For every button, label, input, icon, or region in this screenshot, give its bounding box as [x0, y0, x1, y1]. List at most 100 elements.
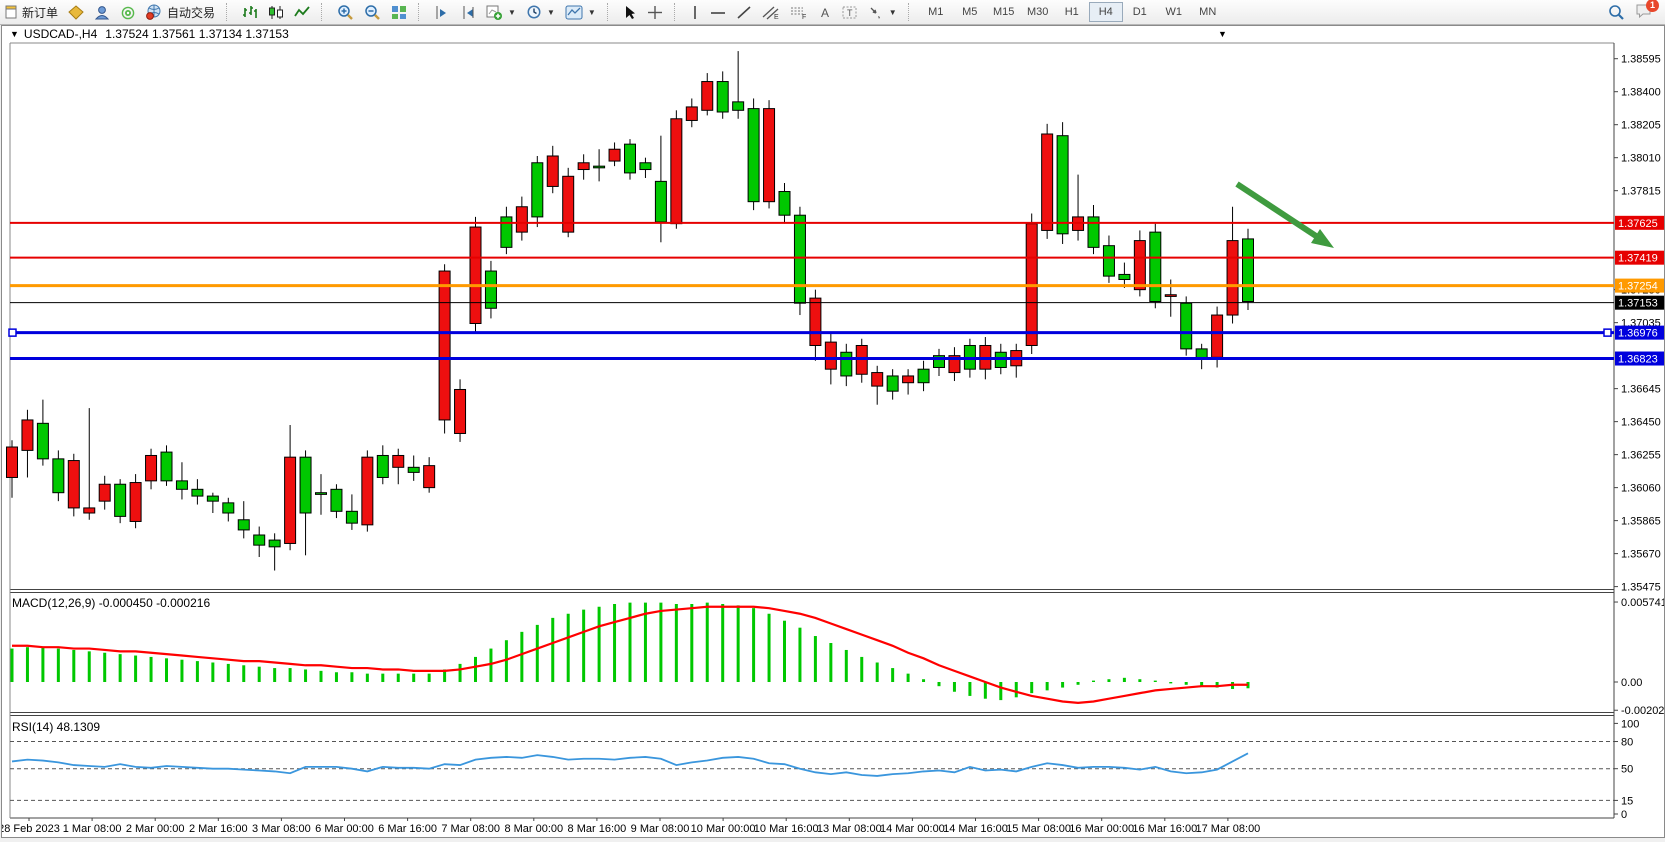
tile-windows-icon	[392, 5, 407, 19]
candle-body-up	[654, 180, 667, 223]
text-tool[interactable]: A	[813, 2, 837, 22]
candle-body-down	[145, 454, 158, 482]
time-axis-label: 9 Mar 08:00	[631, 823, 690, 835]
profile-button[interactable]	[89, 2, 115, 22]
label-t-icon: T	[842, 6, 857, 18]
channel-tool[interactable]: E	[757, 2, 785, 22]
price-tick-label: 1.38400	[1621, 87, 1661, 99]
favorites-button[interactable]	[63, 2, 89, 22]
arrange-chart2-button[interactable]	[455, 2, 481, 22]
macd-tick-label: 0.00	[1621, 677, 1642, 689]
trend-arrow-shaft[interactable]	[1235, 181, 1318, 239]
cursor-tool-button[interactable]	[618, 2, 642, 22]
candle-body-up	[268, 539, 281, 548]
candlestick-chart-button[interactable]	[263, 2, 289, 22]
bar-chart-button[interactable]	[237, 2, 263, 22]
chart-menu-arrow-icon[interactable]: ▼	[1218, 29, 1227, 39]
rsi-tick-label: 0	[1621, 809, 1627, 821]
timeframe-button-m15[interactable]: M15	[993, 6, 1015, 18]
zoom-out-button[interactable]	[359, 2, 386, 22]
hline-handle-right[interactable]	[1603, 328, 1612, 337]
profile-person-icon	[94, 5, 110, 19]
zoom-in-button[interactable]	[332, 2, 359, 22]
price-line-box	[1615, 278, 1664, 293]
price-tick-label: 1.36060	[1621, 483, 1661, 495]
shapes-tool[interactable]: ▼	[863, 2, 902, 22]
collapse-triangle-icon[interactable]: ▼	[10, 29, 19, 39]
price-line-box	[1615, 215, 1664, 230]
chevron-down-icon: ▼	[546, 7, 555, 17]
price-tick-label: 1.35865	[1621, 516, 1661, 528]
arrange-chart-button[interactable]	[429, 2, 455, 22]
toolbar-separator	[226, 3, 234, 21]
time-axis-label: 15 Mar 08:00	[1006, 823, 1071, 835]
price-line-box	[1615, 351, 1664, 366]
trendline-tool[interactable]	[731, 2, 757, 22]
arrange-chart2-icon	[463, 5, 474, 19]
time-axis-label: 8 Mar 00:00	[504, 823, 563, 835]
candle-body-up	[1056, 135, 1069, 235]
candle-body-up	[1242, 238, 1254, 303]
new-chart-button[interactable]: ▼	[481, 2, 521, 22]
horizontal-line-tool[interactable]	[705, 2, 731, 22]
timeframe-button-m1[interactable]: M1	[928, 6, 944, 18]
time-axis-label: 17 Mar 08:00	[1195, 823, 1260, 835]
candle-body-down	[763, 108, 776, 203]
candle-body-down	[98, 483, 111, 502]
label-tool[interactable]: T	[837, 2, 863, 22]
svg-text:T: T	[847, 8, 853, 18]
timeframe-button-w1[interactable]: W1	[1165, 6, 1182, 18]
candle-body-up	[716, 81, 729, 113]
candle-body-up	[191, 488, 204, 497]
price-tick-label: 1.38010	[1621, 153, 1661, 165]
crosshair-icon	[647, 5, 662, 19]
candle-body-up	[36, 422, 49, 460]
autotrade-globe-icon	[146, 4, 161, 20]
rsi-pane-label: RSI(14) 48.1309	[12, 720, 101, 734]
period-button[interactable]: ▼	[521, 2, 560, 22]
zoom-out-icon	[365, 5, 380, 20]
signals-button[interactable]	[115, 2, 141, 22]
text-a-icon: A	[821, 6, 829, 20]
timeframe-group: M1 M5 M15 M30 H1 H4 D1 W1 MN	[919, 2, 1225, 22]
crosshair-tool-button[interactable]	[642, 2, 668, 22]
timeframe-button-h1[interactable]: H1	[1064, 6, 1079, 18]
template-icon	[565, 5, 583, 19]
vertical-line-tool[interactable]	[685, 2, 705, 22]
hline-handle-left[interactable]	[8, 328, 17, 337]
fibonacci-tool[interactable]: F	[785, 2, 813, 22]
autotrade-button[interactable]: 自动交易	[141, 2, 220, 22]
timeframe-button-d1[interactable]: D1	[1132, 6, 1147, 18]
candle-body-down	[824, 341, 837, 370]
signals-sonar-icon	[121, 6, 135, 19]
line-chart-button[interactable]	[289, 2, 315, 22]
new-order-label: 新订单	[22, 5, 59, 20]
price-tick-label: 1.35670	[1621, 549, 1661, 561]
candle-body-down	[6, 446, 18, 478]
zoom-in-icon	[338, 5, 353, 20]
price-tick-label: 1.35475	[1621, 582, 1661, 594]
candle-body-up	[299, 456, 312, 514]
search-icon[interactable]	[1608, 4, 1625, 20]
tile-windows-button[interactable]	[386, 2, 412, 22]
notifications-button[interactable]: 1	[1635, 0, 1659, 22]
new-order-button[interactable]: 新订单	[0, 2, 63, 22]
candle-body-up	[747, 108, 760, 203]
timeframe-button-mn[interactable]: MN	[1199, 6, 1217, 18]
timeframe-button-m5[interactable]: M5	[962, 6, 978, 18]
time-axis-label: 2 Mar 00:00	[126, 823, 185, 835]
template-button[interactable]: ▼	[560, 2, 601, 22]
candle-body-down	[809, 297, 822, 346]
candle-body-up	[175, 480, 188, 490]
candle-body-up	[237, 519, 250, 531]
trend-arrow-head[interactable]	[1311, 229, 1334, 248]
candle-body-up	[376, 454, 389, 478]
price-tick-label: 1.38595	[1621, 54, 1661, 66]
timeframe-button-m30[interactable]: M30	[1027, 6, 1049, 18]
chevron-down-icon: ▼	[587, 7, 596, 17]
candle-body-down	[469, 226, 482, 324]
candle-body-up	[206, 495, 219, 502]
timeframe-button-h4[interactable]: H4	[1088, 2, 1123, 22]
price-line-box-label: 1.37254	[1618, 281, 1658, 293]
chart-canvas[interactable]: 1.38595 1.38400 1.38205 1.38010 1.37815 1.372…	[2, 26, 1664, 837]
